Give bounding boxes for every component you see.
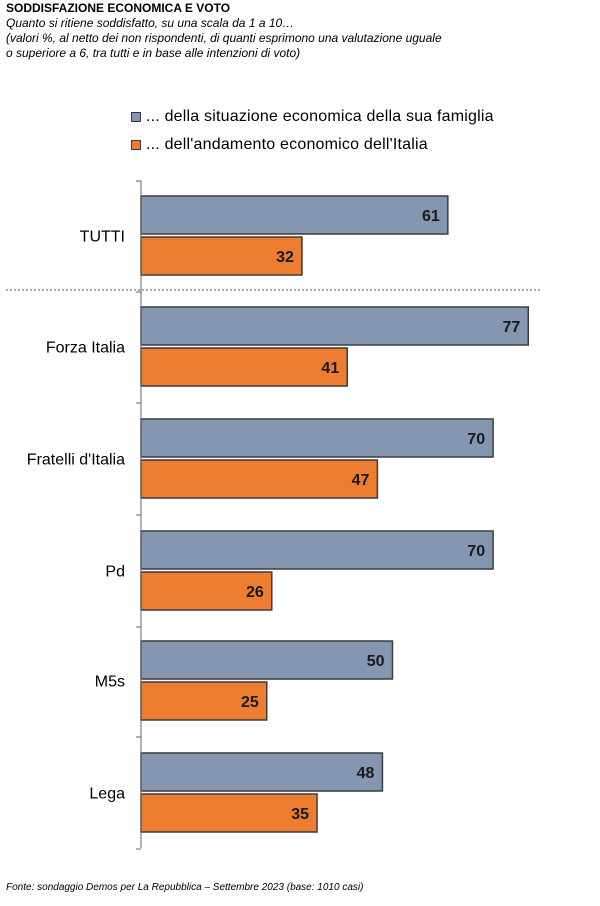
data-label-family-3: 70 (467, 543, 485, 560)
category-label-3: Pd (105, 564, 125, 581)
bar-italy-3 (140, 571, 273, 611)
data-label-italy-5: 35 (291, 806, 309, 823)
bar-italy-5 (140, 793, 318, 833)
chart-title: SODDISFAZIONE ECONOMICA E VOTO (6, 1, 231, 15)
category-label-2: Fratelli d'Italia (27, 452, 125, 469)
bar-italy-2 (140, 459, 379, 499)
data-label-italy-3: 26 (246, 584, 264, 601)
legend-label-family: ... della situazione economica della sua… (146, 108, 494, 125)
bar-italy-4 (140, 681, 268, 721)
data-label-italy-4: 25 (241, 694, 259, 711)
legend-swatch-family (131, 112, 141, 122)
bar-family-3 (140, 530, 494, 570)
category-label-0: TUTTI (80, 229, 125, 246)
data-label-family-2: 70 (467, 431, 485, 448)
bar-italy-1 (140, 347, 348, 387)
legend-item-family: ... della situazione economica della sua… (131, 103, 494, 131)
legend-swatch-italy (131, 140, 141, 150)
bar-family-2 (140, 418, 494, 458)
data-label-family-4: 50 (367, 653, 385, 670)
category-label-5: Lega (89, 786, 125, 803)
legend: ... della situazione economica della sua… (131, 103, 494, 159)
bar-family-4 (140, 640, 394, 680)
source-note: Fonte: sondaggio Demos per La Repubblica… (6, 882, 364, 893)
data-label-italy-0: 32 (276, 249, 294, 266)
subtitle-line-2: (valori %, al netto dei non rispondenti,… (6, 31, 442, 45)
subtitle-line-3: o superiore a 6, tra tutti e in base all… (6, 46, 301, 60)
data-label-family-1: 77 (503, 319, 521, 336)
bar-family-5 (140, 752, 384, 792)
bar-family-0 (140, 195, 449, 235)
category-label-4: M5s (95, 674, 125, 691)
bar-family-1 (140, 306, 530, 346)
subtitle-line-1: Quanto si ritiene soddisfatto, su una sc… (6, 16, 295, 30)
chart-subtitle: Quanto si ritiene soddisfatto, su una sc… (6, 16, 566, 61)
data-label-italy-1: 41 (321, 360, 339, 377)
legend-label-italy: ... dell'andamento economico dell'Italia (146, 136, 428, 153)
category-label-1: Forza Italia (46, 340, 125, 357)
legend-item-italy: ... dell'andamento economico dell'Italia (131, 131, 494, 159)
data-label-italy-2: 47 (352, 472, 370, 489)
data-label-family-5: 48 (357, 765, 375, 782)
data-label-family-0: 61 (422, 208, 440, 225)
